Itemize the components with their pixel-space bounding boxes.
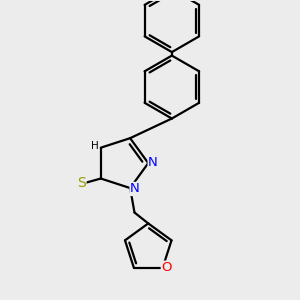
Text: O: O [161,261,172,274]
Text: N: N [130,182,140,195]
Text: S: S [77,176,86,190]
Text: N: N [148,156,158,169]
Text: H: H [91,141,99,151]
